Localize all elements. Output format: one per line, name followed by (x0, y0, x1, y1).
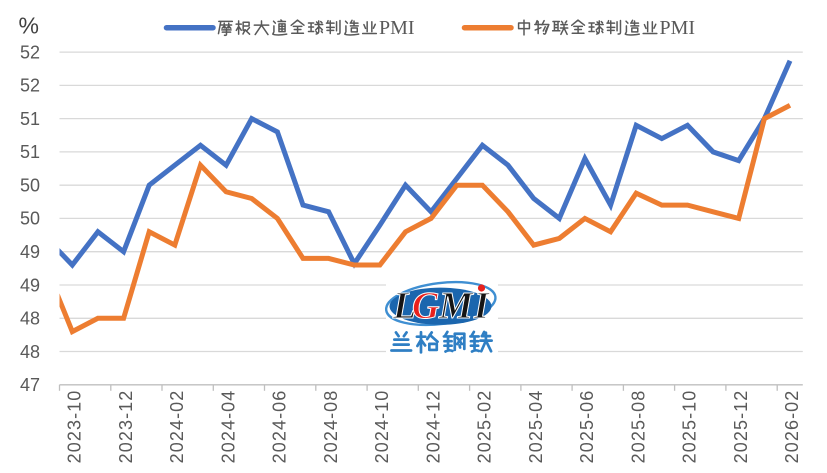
svg-text:49: 49 (20, 275, 40, 295)
svg-text:48: 48 (20, 309, 40, 329)
svg-text:2026-02: 2026-02 (782, 390, 802, 464)
svg-text:2024-02: 2024-02 (167, 390, 187, 464)
svg-text:49: 49 (20, 242, 40, 262)
svg-text:2023-12: 2023-12 (116, 390, 136, 464)
svg-text:G: G (412, 285, 440, 327)
svg-text:2025-10: 2025-10 (680, 390, 700, 464)
svg-text:2025-12: 2025-12 (731, 390, 751, 464)
svg-text:52: 52 (20, 42, 40, 62)
svg-text:PMI: PMI (660, 17, 696, 39)
svg-text:51: 51 (20, 142, 40, 162)
svg-text:48: 48 (20, 342, 40, 362)
svg-text:2025-06: 2025-06 (577, 390, 597, 464)
svg-text:2025-08: 2025-08 (628, 390, 648, 464)
svg-text:47: 47 (20, 375, 40, 395)
svg-text:50: 50 (20, 176, 40, 196)
svg-text:52: 52 (20, 76, 40, 96)
svg-text:%: % (18, 13, 38, 39)
svg-text:51: 51 (20, 109, 40, 129)
svg-text:50: 50 (20, 209, 40, 229)
svg-text:2024-04: 2024-04 (218, 390, 238, 464)
svg-text:PMI: PMI (379, 17, 415, 39)
svg-text:L: L (392, 285, 416, 327)
svg-text:2024-08: 2024-08 (321, 390, 341, 464)
svg-text:2025-04: 2025-04 (526, 390, 546, 464)
svg-text:2023-10: 2023-10 (65, 390, 85, 464)
svg-text:2025-02: 2025-02 (475, 390, 495, 464)
svg-text:M: M (438, 285, 474, 327)
svg-text:2024-10: 2024-10 (372, 390, 392, 464)
svg-text:2024-12: 2024-12 (423, 390, 443, 464)
svg-text:I: I (473, 285, 490, 327)
svg-text:2024-06: 2024-06 (270, 390, 290, 464)
